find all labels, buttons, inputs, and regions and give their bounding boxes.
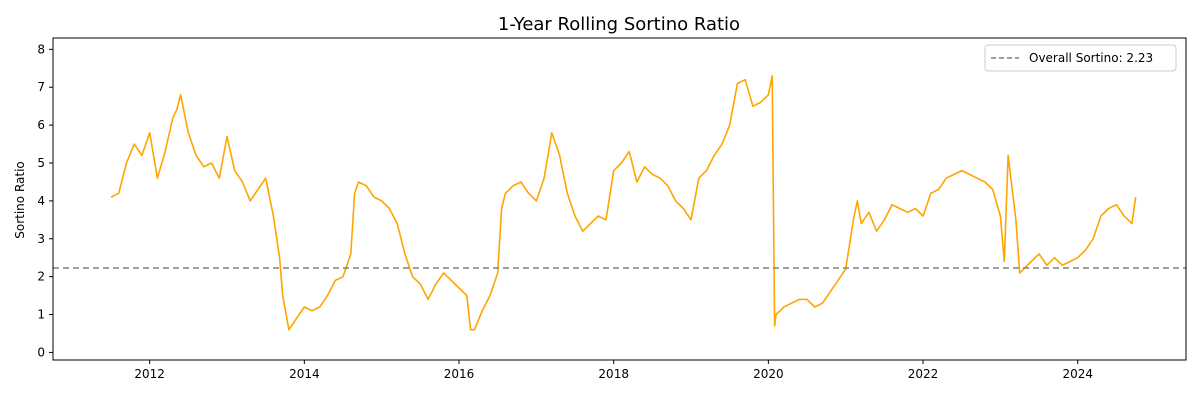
series-line xyxy=(110,75,1137,331)
plot-frame xyxy=(52,37,1187,361)
y-tick-label: 7 xyxy=(37,80,45,94)
x-tick-label: 2012 xyxy=(134,367,165,381)
y-tick-label: 4 xyxy=(37,194,45,208)
x-axis: 2012 2014 2016 2018 2020 2022 2024 xyxy=(134,360,1093,381)
y-axis-label: Sortino Ratio xyxy=(13,161,27,239)
x-tick-label: 2022 xyxy=(908,367,939,381)
x-tick-label: 2024 xyxy=(1062,367,1093,381)
y-tick-label: 8 xyxy=(37,42,45,56)
y-axis: 0 1 2 3 4 5 6 7 8 xyxy=(37,42,53,359)
legend-box xyxy=(984,44,1177,72)
x-tick-label: 2014 xyxy=(289,367,320,381)
series-layer xyxy=(110,75,1137,331)
y-tick-label: 1 xyxy=(37,308,45,322)
chart-title: 1-Year Rolling Sortino Ratio xyxy=(498,14,740,35)
y-tick-label: 2 xyxy=(37,270,45,284)
x-tick-label: 2016 xyxy=(444,367,475,381)
x-tick-label: 2020 xyxy=(753,367,784,381)
legend: Overall Sortino: 2.23 xyxy=(984,44,1177,72)
legend-label: Overall Sortino: 2.23 xyxy=(1029,51,1153,65)
y-tick-label: 6 xyxy=(37,118,45,132)
y-tick-label: 0 xyxy=(37,345,45,359)
plot-area xyxy=(52,37,1187,361)
y-tick-label: 5 xyxy=(37,156,45,170)
y-tick-label: 3 xyxy=(37,232,45,246)
x-tick-label: 2018 xyxy=(598,367,629,381)
